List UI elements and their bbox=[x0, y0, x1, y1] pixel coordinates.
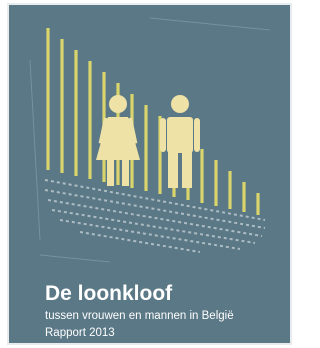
male-figure-part bbox=[171, 95, 189, 113]
female-figure-part bbox=[107, 158, 114, 186]
male-figure-part bbox=[168, 150, 178, 188]
male-figure-part bbox=[160, 118, 166, 152]
cover: De loonkloof tussen vrouwen en mannen in… bbox=[0, 0, 299, 348]
cover-subtitle: tussen vrouwen en mannen in België bbox=[45, 310, 234, 322]
male-figure-part bbox=[182, 150, 192, 188]
cover-title: De loonkloof bbox=[45, 282, 173, 305]
cover-edition: Rapport 2013 bbox=[45, 327, 115, 339]
male-figure-part bbox=[194, 118, 200, 152]
female-figure-part bbox=[122, 158, 129, 186]
male-figure-part bbox=[167, 117, 193, 153]
female-figure-part bbox=[109, 95, 127, 113]
page: De loonkloof tussen vrouwen en mannen in… bbox=[0, 0, 299, 348]
